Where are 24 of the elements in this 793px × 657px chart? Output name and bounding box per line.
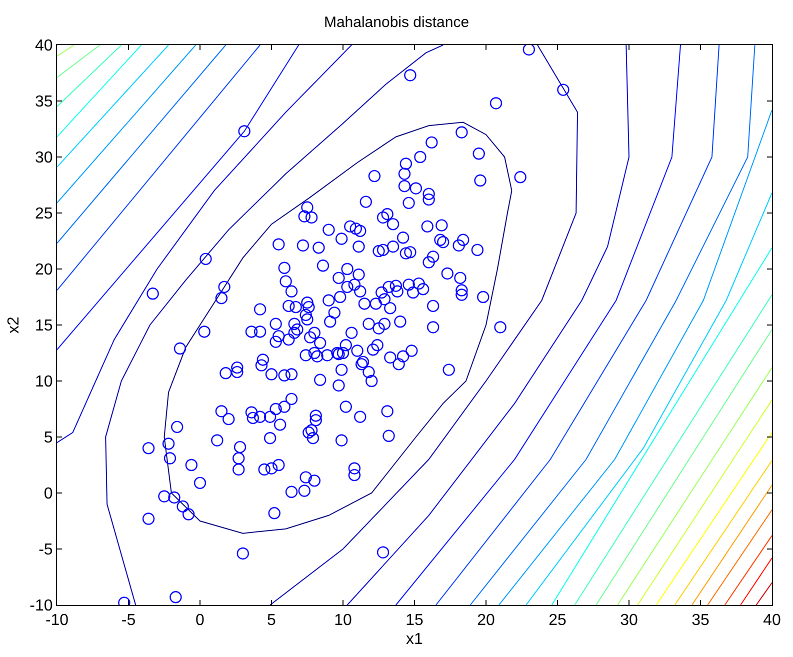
y-tick-label: 25 — [35, 206, 53, 223]
y-tick-label: 10 — [35, 374, 53, 391]
x-tick-label: 15 — [406, 612, 424, 630]
x-tick-label: 0 — [196, 612, 205, 630]
x-tick-label: 20 — [477, 612, 495, 630]
y-tick-label: -5 — [38, 542, 53, 559]
chart-title: Mahalanobis distance — [324, 14, 470, 31]
y-axis-title: x2 — [6, 316, 23, 334]
x-tick-label: 40 — [763, 612, 781, 630]
x-tick-label: 5 — [267, 612, 276, 630]
y-tick-label: 0 — [44, 486, 53, 503]
x-axis-title: x1 — [406, 630, 424, 648]
x-tick-label: 10 — [334, 612, 352, 630]
x-tick-label: -5 — [121, 612, 136, 630]
y-tick-label: 40 — [35, 38, 53, 55]
y-tick-label: -10 — [30, 598, 53, 615]
x-tick-label: 25 — [548, 612, 566, 630]
y-tick-label: 5 — [44, 430, 53, 447]
y-tick-label: 30 — [35, 150, 53, 167]
x-tick-label: 35 — [692, 612, 710, 630]
x-tick-label: 30 — [620, 612, 638, 630]
y-tick-label: 20 — [35, 262, 53, 279]
y-tick-label: 35 — [35, 94, 53, 111]
y-tick-label: 15 — [35, 318, 53, 335]
